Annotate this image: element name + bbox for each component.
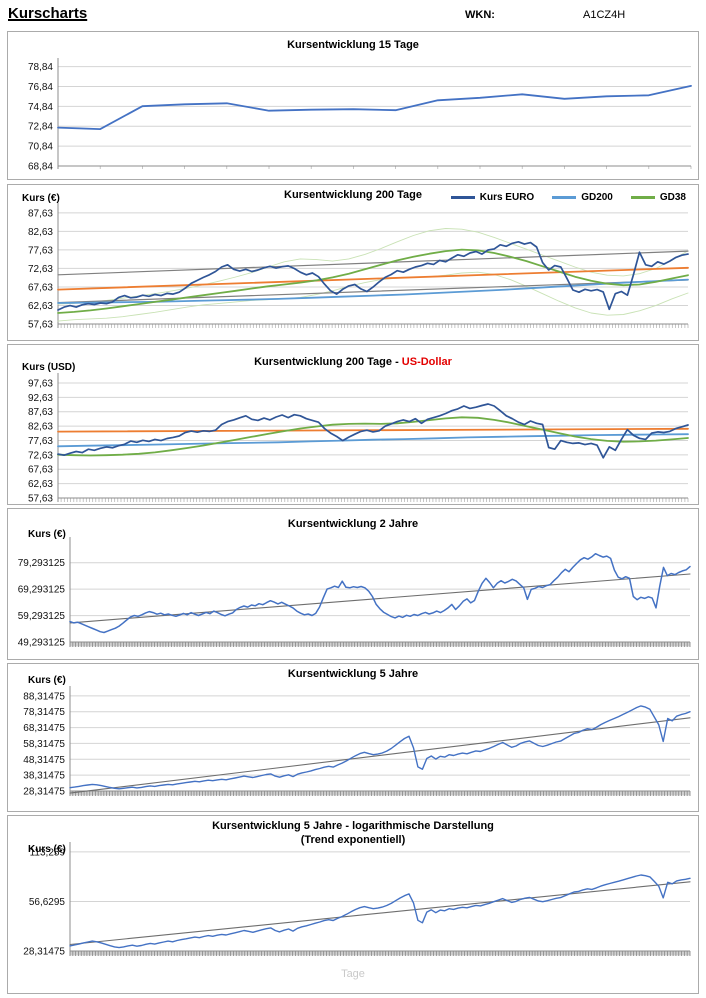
svg-text:68,84: 68,84 [28,162,53,173]
svg-text:38,31475: 38,31475 [23,771,65,782]
gd38-line-swatch [630,196,655,199]
chart-subtitle-5-jahre-log: (Trend exponentiell) [300,834,406,846]
y-axis-title: Kurs (€) [28,529,66,540]
chart-title-main: Kursentwicklung 200 Tage - [254,356,402,368]
svg-text:97,63: 97,63 [28,378,53,389]
chart-2-jahre-plot: 79,293125 69,293125 59,293125 49,293125 [18,537,691,649]
kurs-euro-line-swatch [450,196,475,199]
svg-text:113,259: 113,259 [30,847,66,858]
svg-text:56,6295: 56,6295 [29,897,66,908]
svg-text:62,63: 62,63 [28,479,53,490]
svg-text:77,63: 77,63 [28,436,53,447]
svg-text:62,63: 62,63 [28,301,53,312]
chart-title-2-jahre: Kursentwicklung 2 Jahre [287,518,419,530]
svg-text:69,293125: 69,293125 [18,585,66,596]
chart-15-tage-plot: 78,84 76,84 74,84 72,84 70,84 68,84 [28,58,692,173]
svg-text:72,84: 72,84 [28,122,53,133]
svg-text:28,31475: 28,31475 [23,787,65,798]
svg-text:70,84: 70,84 [28,142,53,153]
svg-text:82,63: 82,63 [28,422,53,433]
chart-5-jahre-plot: 88,31475 78,31475 68,31475 58,31475 48,31475… [23,686,691,798]
chart-title-5-jahre-log: Kursentwicklung 5 Jahre - logarithmische… [212,820,494,832]
legend-item-kurs-euro: Kurs EURO [450,192,535,203]
svg-text:57,63: 57,63 [28,320,53,331]
wkn-value: A1CZ4H [583,9,626,21]
chart-panel-15-tage: Kursentwicklung 15 Tage 78,84 76,84 74,84 7… [7,31,699,180]
svg-text:88,31475: 88,31475 [23,691,65,702]
chart-panel-5-jahre-log: Kursentwicklung 5 Jahre - logarithmische… [7,815,699,994]
page-title: Kurscharts [8,5,88,22]
svg-text:87,63: 87,63 [28,208,53,219]
svg-text:78,31475: 78,31475 [23,707,65,718]
svg-text:79,293125: 79,293125 [18,558,66,569]
page-header: Kurscharts WKN: A1CZ4H [0,0,706,30]
y-axis-title: Kurs (€) [22,193,60,204]
legend-label: GD200 [581,192,613,203]
y-axis-title: Kurs (€) [28,844,66,855]
svg-text:77,63: 77,63 [28,245,53,256]
svg-text:68,31475: 68,31475 [23,723,65,734]
svg-text:72,63: 72,63 [28,264,53,275]
legend-label: GD38 [659,192,686,203]
svg-text:48,31475: 48,31475 [23,755,65,766]
x-axis-title: Tage [341,968,365,980]
chart-title-200-tage-eur: Kursentwicklung 200 Tage [284,189,422,201]
svg-text:72,63: 72,63 [28,450,53,461]
chart-title-5-jahre: Kursentwicklung 5 Jahre [287,668,419,680]
chart-200-tage-eur-plot: 87,63 82,63 77,63 72,63 67,63 62,63 57,63 [28,203,689,331]
svg-text:49,293125: 49,293125 [18,638,66,649]
svg-text:74,84: 74,84 [28,102,53,113]
legend-label: Kurs EURO [479,192,535,203]
gd200-line-swatch [552,196,577,199]
legend-item-gd200: GD200 [552,192,613,203]
chart-legend: Kurs EURO GD200 GD38 [450,192,686,203]
wkn-label: WKN: [465,9,495,21]
svg-text:67,63: 67,63 [28,282,53,293]
legend-item-gd38: GD38 [630,192,686,203]
svg-text:87,63: 87,63 [28,407,53,418]
chart-title-200-tage-usd: Kursentwicklung 200 Tage - US-Dollar [8,356,698,368]
chart-panel-2-jahre: Kursentwicklung 2 Jahre Kurs (€) 79,2931… [7,508,699,660]
y-axis-title: Kurs (USD) [22,362,76,373]
chart-200-tage-usd-plot: 97,63 92,63 87,63 82,63 77,63 72,63 67,63 62,63… [28,373,689,505]
svg-text:76,84: 76,84 [28,82,53,93]
chart-title-15-tage: Kursentwicklung 15 Tage [287,39,419,51]
chart-title-accent: US-Dollar [401,356,452,368]
y-axis-title: Kurs (€) [28,675,66,686]
svg-text:28,31475: 28,31475 [23,947,65,958]
svg-text:82,63: 82,63 [28,227,53,238]
svg-text:92,63: 92,63 [28,393,53,404]
svg-text:67,63: 67,63 [28,465,53,476]
svg-text:59,293125: 59,293125 [18,611,66,622]
chart-panel-5-jahre: Kursentwicklung 5 Jahre Kurs (€) 88,3147… [7,663,699,812]
svg-text:78,84: 78,84 [28,62,53,73]
svg-text:57,63: 57,63 [28,494,53,505]
chart-5-jahre-log-plot: 113,259 56,6295 28,31475 [23,842,691,958]
chart-panel-200-tage-eur: Kursentwicklung 200 Tage Kurs EURO GD200… [7,184,699,341]
svg-text:58,31475: 58,31475 [23,739,65,750]
chart-panel-200-tage-usd: Kursentwicklung 200 Tage - US-Dollar Kur… [7,344,699,505]
